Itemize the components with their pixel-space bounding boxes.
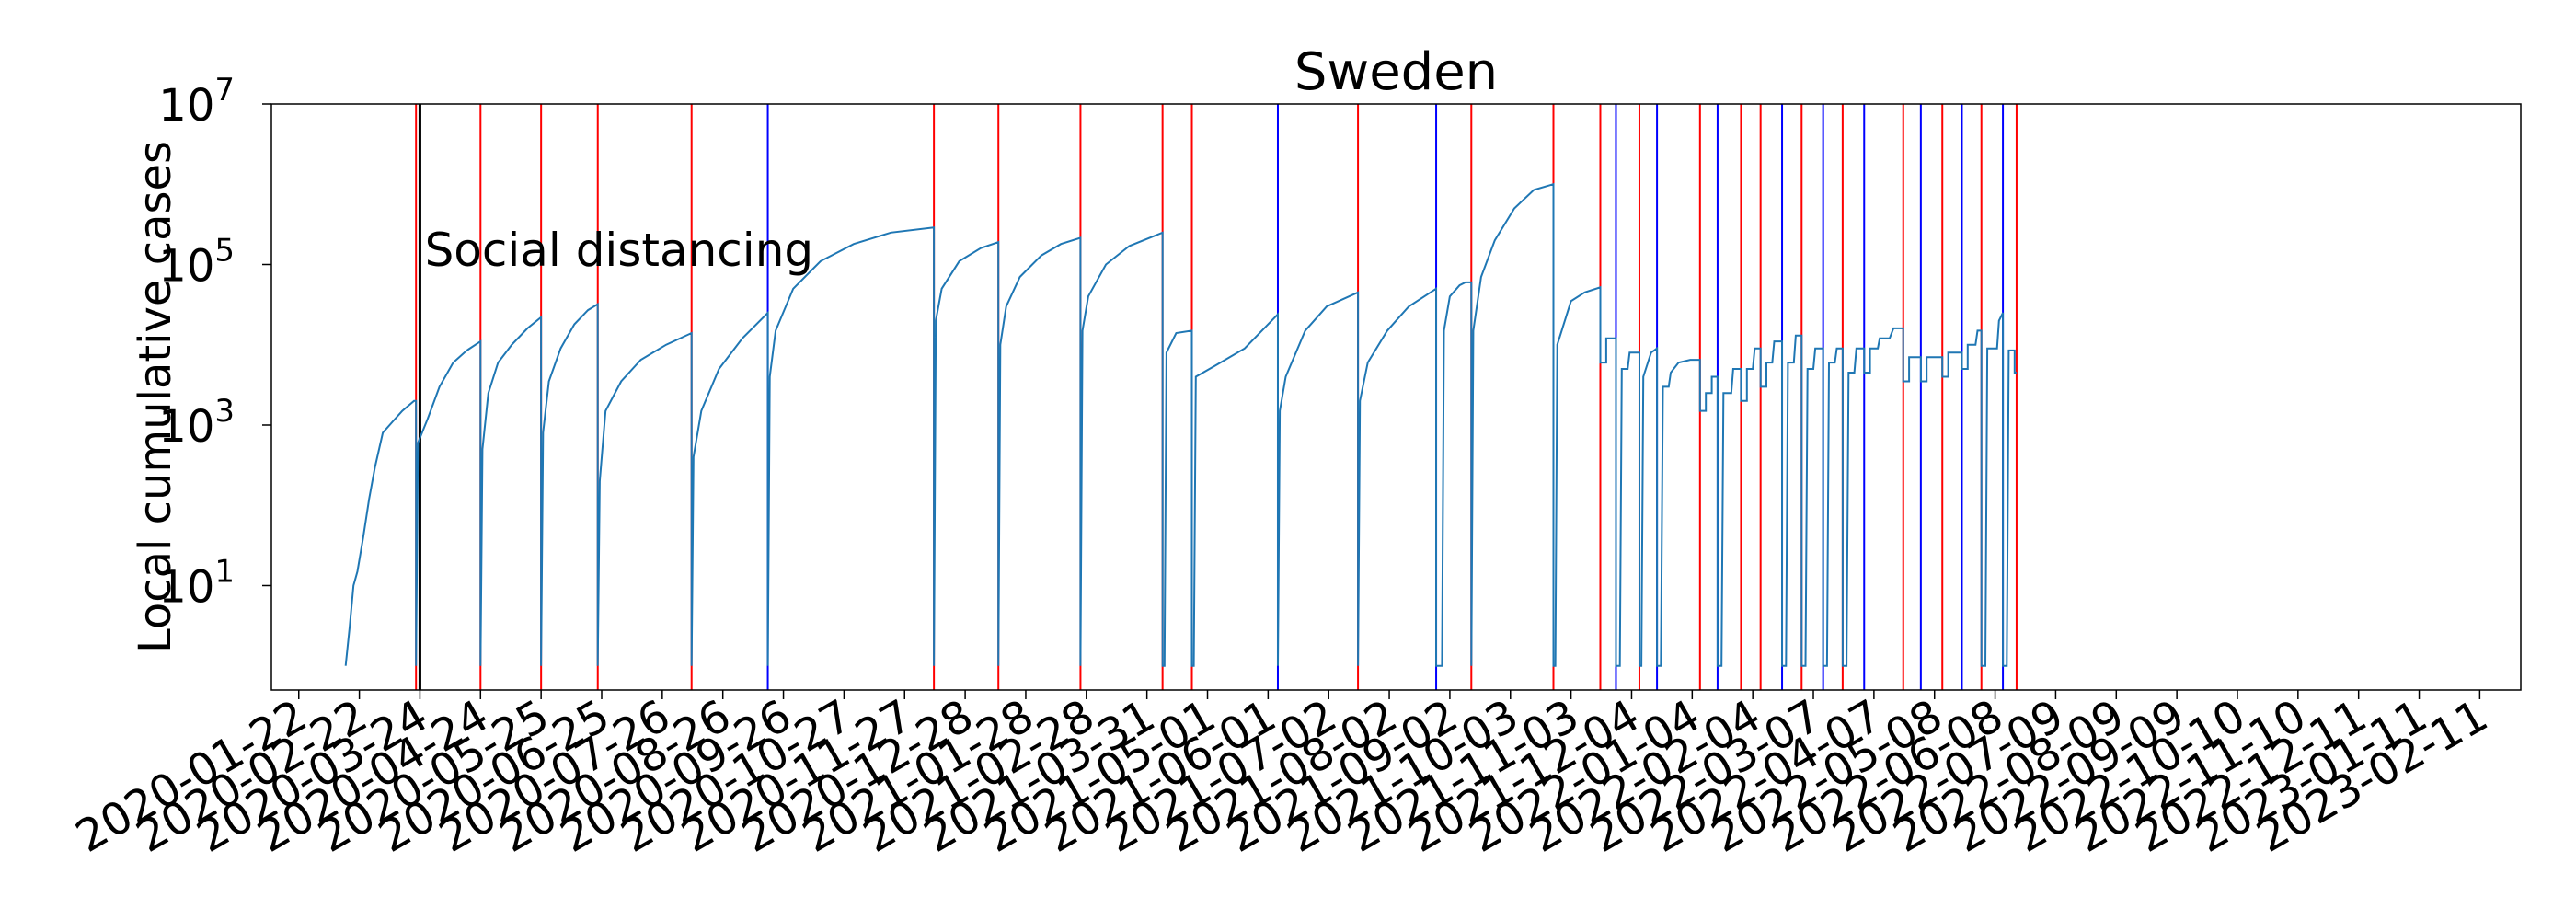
y-tick-label: 105	[158, 232, 235, 292]
y-axis-label: Local cumulative cases	[130, 141, 181, 653]
y-tick-label: 107	[158, 72, 235, 132]
series-group	[344, 182, 2017, 667]
y-tick-label: 103	[158, 393, 235, 453]
annotation-social-distancing: Social distancing	[425, 224, 814, 277]
y-axis-ticks: 101 103 105 107	[158, 72, 271, 613]
y-tick-label: 101	[158, 553, 235, 613]
chart-title: Sweden	[1294, 42, 1498, 102]
series-line	[344, 182, 2017, 667]
plot-frame	[270, 103, 2522, 691]
x-axis-ticks: 2020-01-222020-02-222020-03-242020-04-24…	[67, 690, 2496, 863]
